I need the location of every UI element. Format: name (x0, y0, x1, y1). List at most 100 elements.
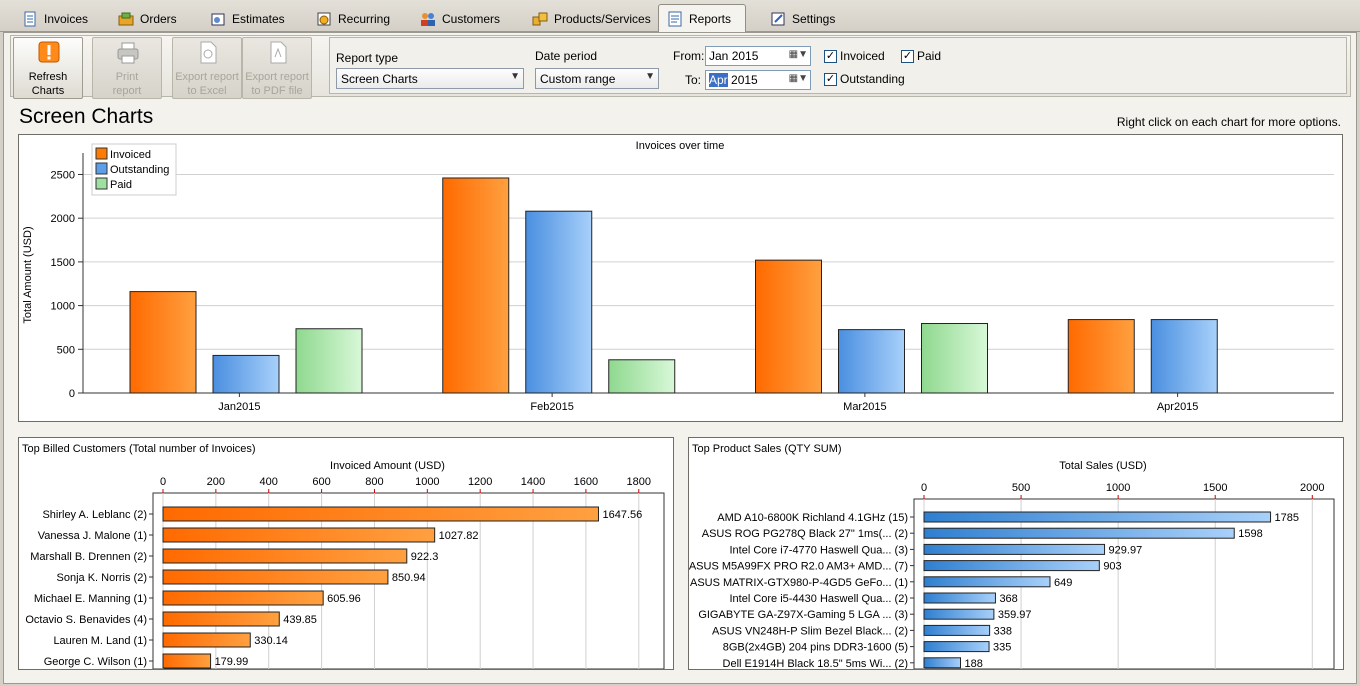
bar-invoiced (442, 177, 510, 394)
legend-label: Paid (110, 179, 132, 191)
tab-estimates[interactable]: Estimates (202, 7, 293, 31)
category-label: Michael E. Manning (1) (34, 593, 147, 605)
calendar-dropdown-icon[interactable]: ▦▼ (788, 73, 808, 84)
tab-customers[interactable]: Customers (412, 7, 508, 31)
bar (162, 632, 251, 648)
tab-reports[interactable]: Reports (658, 4, 746, 33)
date-period-select[interactable]: Custom range ▼ (535, 68, 659, 89)
x-tick-label: 1600 (574, 476, 598, 488)
category-label: George C. Wilson (1) (44, 656, 147, 668)
invoiced-checkbox[interactable]: ✓ Invoiced (824, 49, 885, 63)
bar (923, 527, 1235, 539)
tab-products-services-label: Products/Services (554, 12, 651, 26)
category-label: Lauren M. Land (1) (53, 635, 147, 647)
report-type-select[interactable]: Screen Charts ▼ (336, 68, 524, 89)
x-tick-label: 1400 (521, 476, 545, 488)
value-label: 1027.82 (439, 530, 479, 542)
x-tick-label: 200 (207, 476, 225, 488)
value-label: 605.96 (327, 593, 361, 605)
orders-icon (118, 11, 134, 27)
from-month: Jan (709, 49, 729, 63)
print-report-button[interactable]: Print report (92, 37, 162, 99)
settings-icon (770, 11, 786, 27)
y-tick-label: 500 (57, 344, 75, 356)
x-axis-label: Invoiced Amount (USD) (330, 460, 445, 472)
bar (923, 576, 1051, 588)
value-label: 368 (999, 593, 1017, 605)
checkmark-icon: ✓ (824, 49, 837, 63)
warning-icon (38, 41, 60, 65)
reports-icon (667, 11, 683, 27)
invoices-over-time-chart[interactable]: Invoices over time 0 500 1000 1500 2000 2500 To… (18, 134, 1343, 422)
checkmark-icon: ✓ (824, 72, 837, 86)
invoices-icon (22, 11, 38, 27)
bar (162, 590, 324, 606)
top-billed-customers-chart[interactable]: Top Billed Customers (Total number of In… (18, 437, 674, 670)
x-tick-label: Jan2015 (218, 401, 260, 413)
category-label: ASUS M5A99FX PRO R2.0 AM3+ AMD... (7) (689, 561, 908, 573)
paid-checkbox[interactable]: ✓ Paid (901, 49, 941, 63)
tab-customers-label: Customers (442, 12, 501, 26)
category-label: Sonja K. Norris (2) (57, 572, 147, 584)
tab-settings[interactable]: Settings (762, 7, 843, 31)
category-label: Intel Core i5-4430 Haswell Qua... (2) (729, 593, 908, 605)
value-label: 929.97 (1109, 544, 1143, 556)
x-tick-label: 0 (160, 476, 166, 488)
tab-invoices-label: Invoices (44, 12, 89, 26)
page-hint: Right click on each chart for more optio… (1116, 115, 1341, 129)
legend-swatch (95, 147, 108, 160)
report-type-value: Screen Charts (341, 72, 418, 86)
value-label: 1785 (1275, 512, 1299, 524)
value-label: 1598 (1238, 528, 1262, 540)
from-label: From: (673, 49, 705, 63)
value-label: 922.3 (411, 551, 439, 563)
reports-panel: Refresh Charts Print report Export repor… (3, 32, 1357, 684)
from-date-input[interactable]: Jan 2015 ▦▼ (705, 46, 811, 66)
tab-bar: Invoices Orders Estimates Recurring Cust… (0, 0, 1360, 33)
bar (923, 592, 996, 604)
y-tick-label: 2000 (51, 213, 75, 225)
refresh-charts-label-2: Charts (31, 85, 65, 97)
value-label: 330.14 (254, 635, 288, 647)
x-tick-label: Mar2015 (843, 401, 886, 413)
tab-orders[interactable]: Orders (110, 7, 185, 31)
outstanding-checkbox[interactable]: ✓ Outstanding (824, 72, 905, 86)
category-label: ASUS VN248H-P Slim Bezel Black... (2) (712, 625, 908, 637)
x-tick-label: 800 (365, 476, 383, 488)
invoiced-checkbox-label: Invoiced (840, 49, 885, 63)
x-tick-label: 1000 (1106, 482, 1130, 494)
category-label: Dell E1914H Black 18.5" 5ms Wi... (2) (723, 658, 908, 669)
value-label: 850.94 (392, 572, 426, 584)
tab-products-services[interactable]: Products/Services (524, 7, 659, 31)
legend-swatch (95, 162, 108, 175)
export-excel-label-2: to Excel (187, 85, 227, 97)
legend-label: Outstanding (110, 164, 169, 176)
y-tick-label: 1000 (51, 301, 75, 313)
to-date-input[interactable]: Apr 2015 ▦▼ (705, 70, 811, 90)
x-tick-label: 0 (921, 482, 927, 494)
bar-invoiced (129, 291, 197, 394)
top-product-sales-chart[interactable]: Top Product Sales (QTY SUM) Total Sales (… (688, 437, 1344, 670)
x-tick-label: 2000 (1300, 482, 1324, 494)
value-label: 359.97 (998, 609, 1032, 621)
bar (923, 624, 991, 636)
chart-title: Invoices over time (636, 140, 725, 152)
refresh-charts-button[interactable]: Refresh Charts (13, 37, 83, 99)
export-pdf-label-1: Export report (245, 71, 309, 83)
bar (162, 653, 212, 669)
category-label: ASUS ROG PG278Q Black 27" 1ms(... (2) (702, 528, 908, 540)
calendar-dropdown-icon[interactable]: ▦▼ (788, 49, 808, 60)
tab-recurring[interactable]: Recurring (308, 7, 398, 31)
tab-reports-label: Reports (689, 12, 732, 26)
x-tick-label: 1800 (627, 476, 651, 488)
customers-icon (420, 11, 436, 27)
export-excel-button[interactable]: Export report to Excel (172, 37, 242, 99)
bar-invoiced (755, 259, 822, 394)
excel-file-icon (197, 41, 219, 65)
export-pdf-button[interactable]: Export report to PDF file (242, 37, 312, 99)
tab-invoices[interactable]: Invoices (14, 7, 96, 31)
x-axis-label: Total Sales (USD) (1059, 460, 1146, 472)
x-tick-label: 1500 (1203, 482, 1227, 494)
x-tick-label: Feb2015 (530, 401, 573, 413)
export-pdf-label-2: to PDF file (251, 85, 303, 97)
